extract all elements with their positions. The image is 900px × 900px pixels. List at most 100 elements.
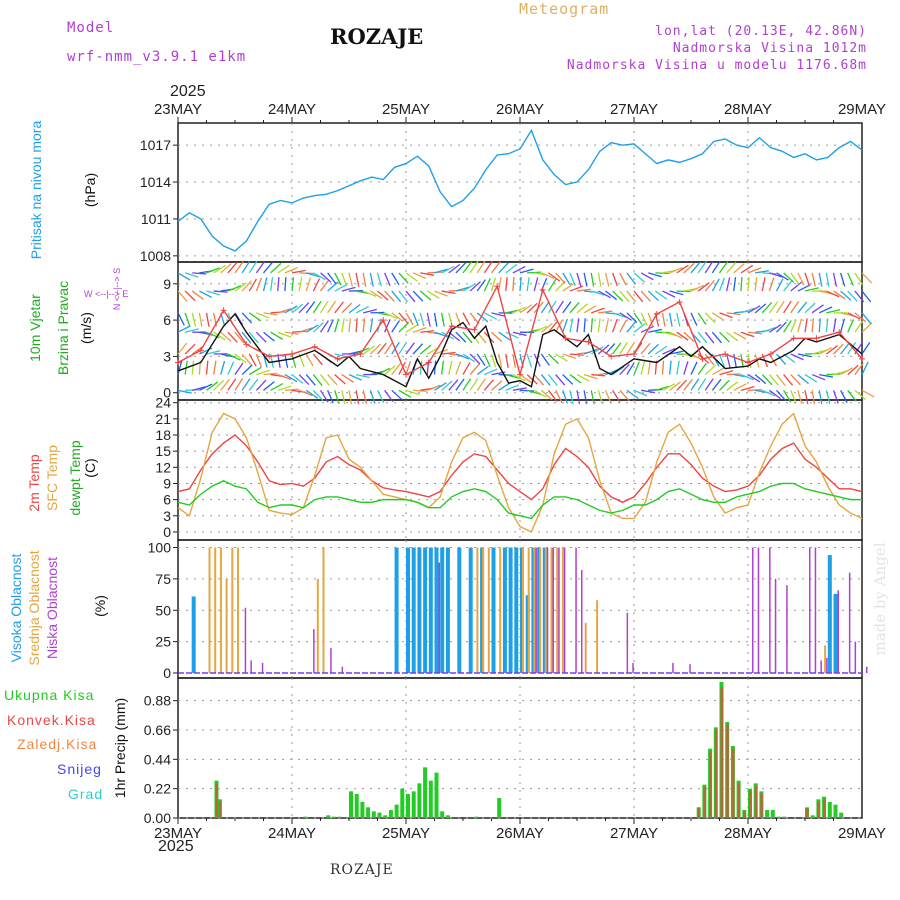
wind-barb [612, 318, 618, 333]
wind-barb [255, 277, 263, 292]
wind-barb [854, 290, 865, 303]
wind-barb [277, 373, 292, 380]
wind-barb [590, 390, 595, 405]
wind-barb [683, 378, 693, 391]
wind-barb [241, 312, 253, 324]
wind-barb [334, 318, 340, 333]
y-tick-label: 6 [163, 492, 171, 508]
precip-total-bar [497, 798, 502, 818]
wind-barb [747, 267, 762, 274]
y-tick-label: 21 [155, 411, 171, 427]
wind-barb [427, 384, 441, 391]
wind-barb [505, 277, 508, 292]
precip-total-bar [371, 811, 376, 818]
wind-barb [633, 312, 643, 325]
wind-barb [576, 288, 591, 292]
y-tick-label: 6 [163, 312, 171, 328]
wind-gust-marker [813, 335, 820, 342]
wind-barb [555, 300, 564, 314]
wind-barb [213, 379, 224, 391]
wind-barb [398, 321, 410, 333]
wind-barb [512, 265, 526, 274]
wind-barb [298, 302, 310, 314]
wind-barb [576, 272, 582, 287]
wind-barb [199, 383, 213, 391]
wind-barb [719, 331, 730, 343]
wind-barb [363, 290, 377, 297]
cloud-low-bar [837, 590, 839, 673]
wind-barb [419, 312, 425, 327]
wind-barb [491, 331, 503, 343]
cloud-low-bar [261, 662, 264, 673]
legend-hail: Grad [68, 786, 104, 802]
cloud-high-bar [417, 547, 422, 673]
wind-barb [540, 300, 550, 314]
wind-barb [776, 389, 787, 402]
cloud-high-bar [394, 547, 399, 673]
precip-total-bar [423, 767, 428, 818]
cloud-low-bar [689, 664, 691, 673]
wind-barb [462, 283, 476, 292]
wind-barb [697, 282, 710, 292]
wind-barb [576, 374, 590, 382]
elevation-label: Nadmorska Visina 1012m [672, 41, 867, 56]
wind-barb [555, 272, 566, 284]
wind-barb [612, 366, 625, 376]
wind-barb [676, 312, 681, 327]
cloud-low-bar [552, 547, 554, 673]
y-tick-label: 3 [163, 348, 171, 364]
wind-barb [540, 353, 550, 366]
wind-barb [590, 318, 593, 333]
wind-barb [612, 312, 627, 319]
wind-barb [298, 277, 303, 292]
cloud-low-bar [632, 662, 634, 673]
wind-barb [775, 300, 785, 314]
wind-barb [497, 353, 503, 368]
wind-barb [384, 389, 394, 403]
wind-barb [305, 277, 312, 292]
precip-convective-bar [731, 748, 735, 818]
wind-barb [484, 312, 498, 320]
wind-barb [469, 260, 479, 274]
wind-barb [519, 268, 534, 274]
cloud-mid-bar [584, 622, 587, 673]
wind-barb [704, 279, 715, 292]
wind-barb [768, 277, 775, 292]
wind-barb [811, 390, 816, 405]
wind-barb [740, 331, 755, 338]
wind-barb [761, 389, 776, 397]
wind-barb [697, 261, 707, 274]
wind-barb [184, 328, 199, 333]
wind-barb [776, 353, 787, 365]
wind-barb [177, 272, 191, 281]
wind-barb [562, 282, 575, 292]
wind-barb [761, 374, 773, 386]
wind-barb [412, 326, 427, 333]
wind-barb [263, 312, 278, 316]
wind-barb [591, 307, 605, 314]
wind-barb [811, 349, 826, 355]
precip-total-bar [782, 816, 787, 818]
wind-barb [241, 280, 253, 292]
wind-barb [405, 342, 415, 355]
precip-total-bar [394, 804, 399, 818]
wind-barb [569, 285, 584, 292]
precip-total-bar [839, 812, 844, 818]
wind-barb [562, 353, 577, 360]
wind-barb [284, 277, 287, 292]
wind-barb [398, 312, 409, 324]
wind-barb [826, 309, 841, 314]
wind-barb [348, 272, 353, 287]
wind-barb [583, 305, 597, 314]
wind-barb [541, 272, 555, 280]
wind-barb [547, 374, 558, 386]
wind-gust-marker [243, 341, 250, 348]
wind-barb [220, 263, 232, 274]
cloud-low-bar [672, 662, 674, 673]
wind-barb [199, 290, 213, 299]
wind-barb [341, 286, 356, 292]
wind-barb [441, 351, 456, 355]
y-tick-label: 24 [155, 395, 171, 411]
year-top: 2025 [170, 83, 206, 100]
y-tick-label: 0 [163, 524, 171, 540]
